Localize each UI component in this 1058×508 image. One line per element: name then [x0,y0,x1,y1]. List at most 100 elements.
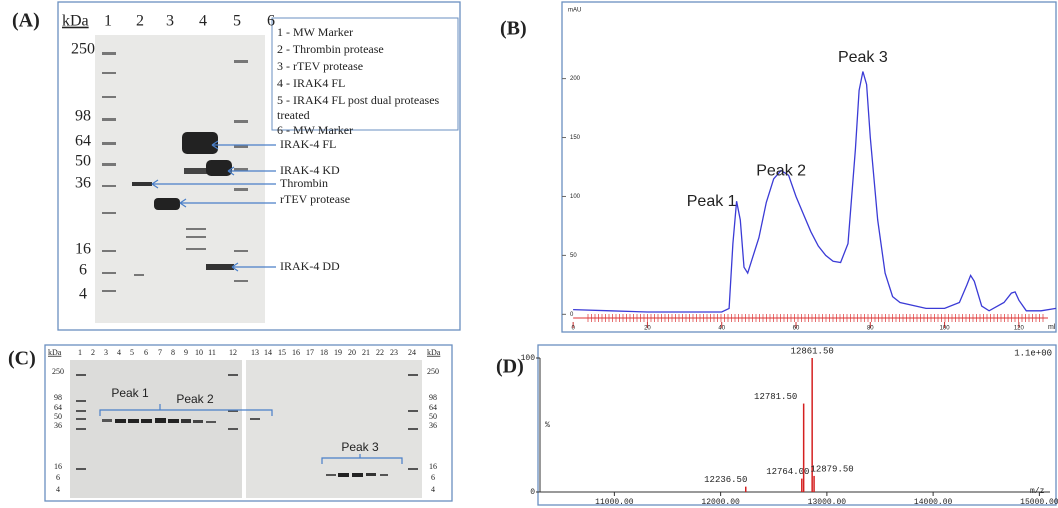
lane-label: 11 [208,348,216,357]
marker-label: 98 [75,108,91,125]
lane-label: 24 [408,348,416,357]
peak-annotation: Peak 3 [838,49,888,66]
lane-label: 21 [362,348,370,357]
marker-label: 36 [54,421,62,430]
x-tick-label: 11000.00 [595,498,634,507]
marker-label: 16 [429,462,437,471]
y-tick-label: 200 [570,76,581,82]
marker-label: 98 [54,393,62,402]
lane-label: 9 [184,348,188,357]
peak-annotation: Peak 1 [687,193,737,210]
marker-label: 250 [71,41,95,58]
peak-label: 12879.50 [810,464,853,474]
marker-label: 4 [431,485,435,494]
legend-item: 2 - Thrombin protease [277,42,384,56]
x-tick-label: 20 [644,326,651,332]
y-tick-label: 50 [570,253,577,259]
y-tick-label: 100 [570,194,581,200]
lane-label: 12 [229,348,237,357]
panel-label: (B) [500,18,527,40]
legend-item: 3 - rTEV protease [277,59,363,73]
lane-label: 22 [376,348,384,357]
kda-label: kDa [427,348,441,357]
lane-label: 15 [278,348,286,357]
lane-label: 3 [166,13,174,30]
lane-label: 18 [320,348,328,357]
lane-label: 10 [195,348,203,357]
panel-b-frame [562,2,1056,332]
kda-label: kDa [48,348,62,357]
lane-label: 3 [104,348,108,357]
marker-label: 4 [79,286,87,303]
panel-label: (C) [8,348,36,370]
marker-label: 36 [429,421,437,430]
lane-label: 1 [104,13,112,30]
x-tick-label: 80 [867,326,874,332]
panel-label: (D) [496,356,524,378]
x-tick-label: 13000.00 [808,498,847,507]
marker-label: 36 [75,175,91,192]
lane-label: 16 [292,348,300,357]
y-label: % [545,421,550,430]
marker-label: 64 [54,403,62,412]
peak-label: 12236.50 [704,475,747,485]
legend-item: 6 - MW Marker [277,123,353,137]
lane-label: 2 [136,13,144,30]
peak-annotation: Peak 1 [111,386,149,400]
x-tick-label: 60 [793,326,800,332]
y-tick-label: 0 [530,488,535,497]
marker-label: 4 [56,485,60,494]
lane-label: 14 [264,348,272,357]
x-tick-label: 15000.00 [1020,498,1058,507]
panel-d-frame [538,345,1056,505]
peak-annotation: Peak 2 [756,162,806,179]
annotation: IRAK-4 DD [280,259,340,273]
marker-label: 16 [75,241,91,258]
peak-label: 12781.50 [754,392,797,402]
lane-label: 5 [130,348,134,357]
legend-item: treated [277,108,310,122]
annotation: Thrombin [280,176,328,190]
figure: (A) kDa (B) mAU ml (C) kDa kDa [0,0,1058,508]
x-tick-label: 14000.00 [914,498,953,507]
lane-label: 1 [78,348,82,357]
lane-label: 19 [334,348,342,357]
peak-annotation: Peak 3 [341,440,379,454]
legend-item: 5 - IRAK4 FL post dual proteases [277,93,440,107]
legend-item: 4 - IRAK4 FL [277,76,345,90]
y-tick-label: 0 [570,312,574,318]
x-unit: ml [1048,324,1056,331]
lane-label: 23 [390,348,398,357]
gel [95,35,265,323]
x-tick-label: 12000.00 [701,498,740,507]
marker-label: 64 [75,133,91,150]
lane-label: 17 [306,348,314,357]
marker-label: 250 [427,367,439,376]
peak-annotation: Peak 2 [176,392,214,406]
lane-label: 7 [158,348,162,357]
legend-item: 1 - MW Marker [277,25,353,39]
y-tick-label: 100 [521,354,536,363]
lane-label: 5 [233,13,241,30]
lane-label: 8 [171,348,175,357]
x-tick-label: 0 [571,326,575,332]
kda-label: kDa [62,13,89,30]
annotation: rTEV protease [280,192,350,206]
marker-label: 50 [429,412,437,421]
peak-label: 12861.50 [791,346,834,356]
scale-label: 1.1e+00 [1014,348,1052,358]
lane-label: 4 [117,348,121,357]
marker-label: 98 [429,393,437,402]
chromatogram [573,72,1056,313]
gel [246,360,422,498]
lane-label: 6 [267,13,275,30]
lane-label: 4 [199,13,207,30]
lane-label: 2 [91,348,95,357]
marker-label: 16 [54,462,62,471]
lane-label: 13 [251,348,259,357]
marker-label: 250 [52,367,64,376]
annotation: IRAK-4 FL [280,137,336,151]
marker-label: 6 [79,262,87,279]
x-tick-label: 100 [940,326,951,332]
x-tick-label: 120 [1014,326,1025,332]
